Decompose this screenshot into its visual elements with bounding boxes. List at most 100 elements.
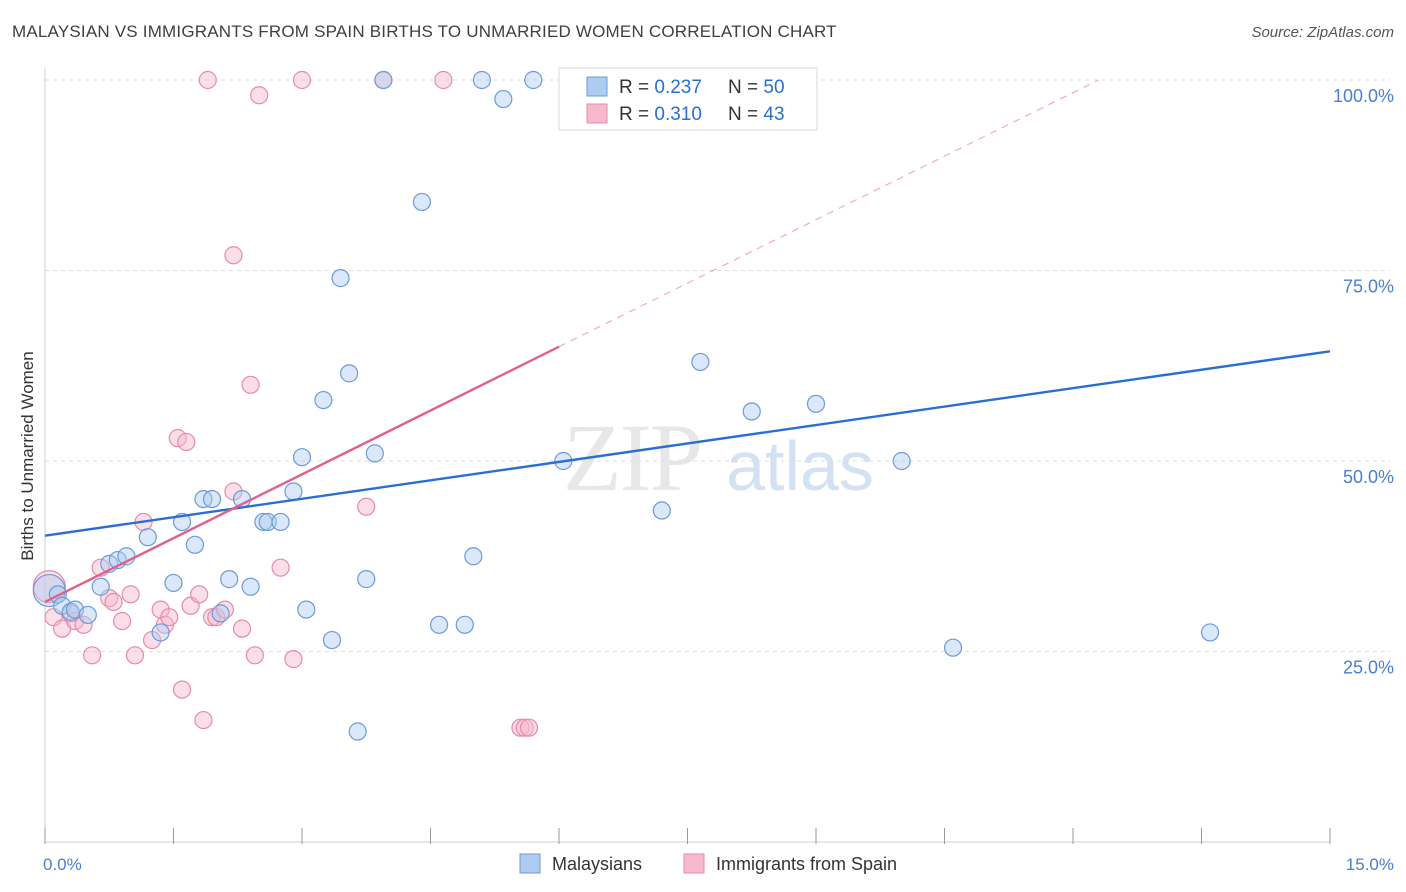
x-ticks (44, 828, 1331, 844)
malaysians-point (348, 722, 367, 741)
malaysians-point (464, 547, 483, 566)
spain-point (121, 585, 140, 604)
bottom-legend-label-malaysians: Malaysians (552, 854, 642, 874)
y-axis-label: Births to Unmarried Women (18, 351, 37, 560)
malaysians-point (340, 364, 359, 383)
malaysians-point (357, 570, 376, 589)
source-label: Source: ZipAtlas.com (1251, 24, 1394, 41)
svg-text:N = 43: N = 43 (728, 104, 785, 125)
legend-swatch-malaysians (586, 76, 608, 97)
spain-point (104, 592, 123, 612)
malaysians-point (494, 89, 513, 109)
legend-n-value-2: 43 (763, 104, 784, 125)
malaysians-point (806, 394, 826, 413)
malaysians-point (365, 444, 384, 463)
spain-point (284, 650, 303, 669)
malaysians-point (185, 535, 205, 554)
spain-point (172, 680, 192, 699)
series-malaysians-points (32, 70, 1220, 741)
malaysians-point (742, 402, 761, 421)
malaysians-point (211, 604, 230, 623)
spain-point (519, 718, 539, 737)
correlation-legend: R = 0.237 N = 50 R = 0.310 N = 43 (558, 67, 818, 131)
trend-lines (44, 79, 1331, 604)
malaysians-point (892, 451, 911, 471)
spain-point (224, 246, 243, 265)
malaysians-point (322, 630, 342, 650)
spain-point (198, 70, 217, 90)
malaysians-point (374, 70, 393, 90)
malaysians-point (164, 573, 183, 593)
malaysians-point (151, 623, 170, 642)
legend-r-label-1: R = (619, 77, 654, 98)
spain-point (112, 611, 132, 631)
y-tick-labels: 25.0% 50.0% 75.0% 100.0% (1333, 86, 1394, 678)
legend-n-value-1: 50 (763, 77, 784, 98)
malaysians-point (78, 605, 97, 625)
spain-point (168, 429, 187, 448)
x-tick-label-min: 0.0% (43, 855, 82, 874)
spain-point (357, 497, 376, 516)
malaysians-point (331, 269, 350, 288)
bottom-legend-swatch-spain (683, 853, 705, 874)
legend-n-label-2: N = (728, 104, 763, 125)
y-tick-label-100: 100.0% (1333, 86, 1394, 106)
malaysians-point (91, 577, 110, 596)
legend-r-label-2: R = (619, 104, 654, 125)
trend-line-spain (44, 345, 560, 604)
malaysians-point (292, 448, 312, 467)
bottom-legend-label-spain: Immigrants from Spain (716, 854, 897, 874)
svg-text:R = 0.237: R = 0.237 (619, 77, 702, 98)
x-tick-label-max: 15.0% (1346, 855, 1394, 874)
malaysians-point (524, 70, 543, 90)
spain-point (125, 646, 145, 665)
spain-point (434, 70, 453, 90)
series-spain-points (32, 70, 539, 737)
spain-point (241, 375, 260, 394)
malaysians-point (412, 192, 432, 212)
svg-text:R = 0.310: R = 0.310 (619, 104, 702, 125)
spain-point (83, 646, 102, 665)
spain-point (194, 710, 213, 730)
trend-line-malaysians (44, 350, 1331, 537)
malaysians-point (284, 482, 303, 501)
legend-r-value-1: 0.237 (654, 77, 702, 98)
malaysians-point (943, 638, 963, 657)
malaysians-point (691, 352, 710, 372)
malaysians-point (202, 490, 222, 509)
y-tick-label-50: 50.0% (1343, 467, 1394, 487)
spain-point (271, 558, 290, 577)
malaysians-point (220, 570, 239, 589)
malaysians-point (297, 600, 316, 619)
spain-point (292, 70, 312, 90)
spain-point (74, 615, 93, 634)
malaysians-point (429, 615, 449, 634)
malaysians-point (258, 512, 277, 532)
series-legend: Malaysians Immigrants from Spain (519, 853, 897, 874)
spain-point (160, 608, 179, 627)
trend-line-spain-extension (558, 79, 1099, 348)
svg-text:N = 50: N = 50 (728, 77, 785, 98)
watermark-atlas: atlas (726, 427, 874, 505)
malaysians-point (241, 577, 260, 596)
gridlines (45, 79, 1390, 652)
spain-point (250, 86, 269, 105)
malaysians-point (652, 501, 671, 520)
malaysians-point (1200, 623, 1220, 642)
malaysians-point (455, 615, 474, 634)
chart-title: MALAYSIAN VS IMMIGRANTS FROM SPAIN BIRTH… (12, 22, 837, 41)
legend-n-label-1: N = (728, 77, 763, 98)
legend-r-value-2: 0.310 (654, 104, 702, 125)
malaysians-point (271, 512, 290, 532)
spain-point (177, 432, 196, 452)
legend-swatch-spain (586, 103, 608, 124)
bottom-legend-swatch-malaysians (519, 853, 541, 874)
spain-point (245, 646, 264, 665)
y-tick-label-25: 25.0% (1343, 658, 1394, 678)
spain-point (190, 585, 209, 604)
malaysians-point (472, 70, 491, 90)
malaysians-point (138, 528, 157, 547)
spain-point (515, 718, 534, 737)
y-tick-label-75: 75.0% (1343, 277, 1394, 297)
